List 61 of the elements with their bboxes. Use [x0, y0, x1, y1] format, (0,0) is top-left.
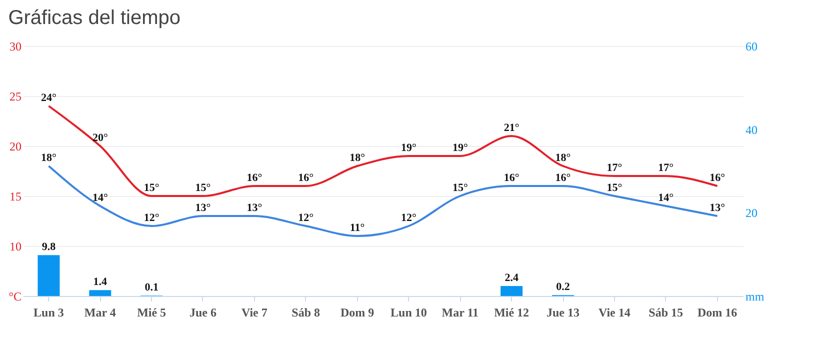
data-label: 1.4 — [93, 276, 108, 288]
y-tick-label: °C — [8, 290, 22, 304]
data-label: 24° — [41, 92, 56, 104]
data-label: 13° — [195, 202, 211, 214]
data-label: 15° — [144, 182, 160, 194]
x-tick-label: Mié 5 — [137, 306, 166, 320]
data-label: 18° — [41, 152, 56, 164]
data-label: 13° — [710, 202, 725, 214]
data-label: 15° — [195, 182, 211, 194]
data-label: 15° — [606, 182, 622, 194]
data-label: 16° — [504, 172, 520, 184]
x-tick-label: Dom 9 — [340, 306, 374, 320]
y-tick-label: 20 — [10, 140, 22, 154]
x-tick-label: Vie 7 — [241, 306, 268, 320]
x-tick-label: Mar 4 — [84, 306, 116, 320]
y2-tick-label: 20 — [746, 206, 758, 220]
data-label: 9.8 — [42, 241, 56, 254]
x-tick-label: Mié 12 — [494, 306, 530, 320]
x-tick-label: Lun 10 — [390, 306, 427, 320]
data-label: 0.2 — [556, 281, 570, 294]
x-tick-label: Lun 3 — [34, 306, 64, 320]
bar — [500, 286, 523, 296]
y-tick-label: 30 — [10, 40, 22, 54]
data-label: 16° — [710, 172, 725, 184]
data-label: 19° — [401, 142, 416, 154]
data-label: 12° — [144, 212, 160, 224]
y-tick-label: 10 — [10, 240, 22, 254]
data-label: 16° — [555, 172, 571, 184]
data-label: 14° — [658, 192, 674, 204]
x-tick-label: Mar 11 — [442, 306, 479, 320]
x-tick-label: Jue 6 — [190, 306, 216, 320]
bar — [38, 255, 60, 296]
data-label: 13° — [246, 202, 262, 214]
bar — [89, 290, 112, 296]
x-tick-label: Sáb 8 — [292, 306, 320, 320]
y2-tick-label: mm — [746, 290, 765, 304]
x-tick-label: Jue 13 — [546, 306, 580, 320]
x-tick-label: Dom 16 — [697, 306, 738, 320]
data-label: 16° — [298, 172, 314, 184]
data-label: 18° — [555, 152, 571, 164]
data-label: 21° — [504, 122, 520, 134]
y-tick-label: 25 — [10, 90, 22, 104]
data-label: 19° — [452, 142, 468, 154]
data-label: 0.1 — [144, 282, 158, 294]
data-label: 17° — [658, 162, 674, 174]
data-label: 12° — [401, 212, 416, 224]
data-label: 18° — [350, 152, 365, 164]
data-label: 12° — [298, 212, 314, 224]
data-label: 20° — [92, 132, 108, 144]
data-label: 15° — [452, 182, 468, 194]
y2-tick-label: 40 — [746, 122, 758, 137]
data-label: 16° — [246, 172, 262, 184]
y-tick-label: 15 — [10, 190, 22, 204]
data-label: 14° — [92, 192, 108, 204]
data-label: 11° — [350, 222, 365, 234]
data-label: 17° — [606, 162, 622, 174]
data-label: 2.4 — [504, 272, 519, 284]
x-tick-label: Sáb 15 — [648, 306, 684, 320]
y2-tick-label: 60 — [746, 40, 758, 54]
chart-title: Gráficas del tiempo — [8, 7, 180, 29]
x-tick-label: Vie 14 — [598, 306, 630, 320]
